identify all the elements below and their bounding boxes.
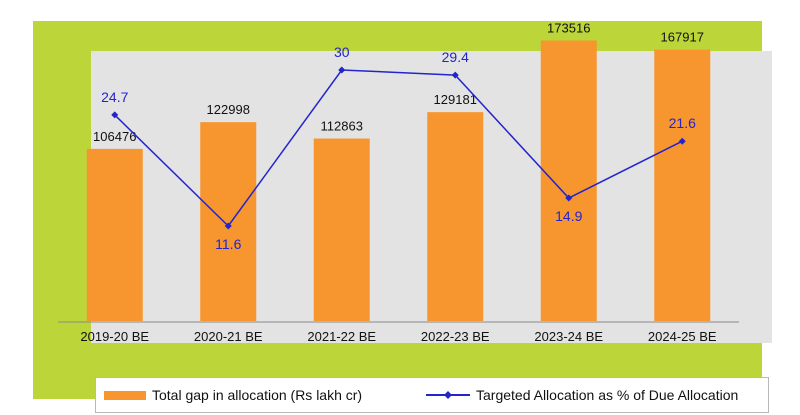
- legend-bar-swatch: [104, 390, 146, 400]
- line-point: [451, 71, 459, 79]
- bar: [540, 40, 597, 321]
- bar-value-label: 167917: [661, 30, 704, 45]
- x-tick-label: 2023-24 BE: [534, 329, 603, 344]
- x-tick-label: 2024-25 BE: [648, 329, 717, 344]
- line-value-label: 24.7: [101, 89, 128, 105]
- bar-value-label: 106476: [93, 129, 136, 144]
- x-tick-label: 2020-21 BE: [194, 329, 263, 344]
- line-point: [565, 194, 573, 202]
- legend-bar-label: Total gap in allocation (Rs lakh cr): [152, 387, 363, 403]
- line-value-label: 21.6: [669, 115, 696, 131]
- x-tick-label: 2019-20 BE: [80, 329, 149, 344]
- bar: [654, 49, 711, 322]
- bar-value-label: 112863: [321, 119, 363, 134]
- line-point: [338, 66, 346, 74]
- line-value-label: 14.9: [555, 208, 582, 224]
- legend-item-bar: Total gap in allocation (Rs lakh cr): [104, 378, 362, 412]
- x-tick-label: 2022-23 BE: [421, 329, 490, 344]
- line-value-label: 29.4: [442, 49, 469, 65]
- legend: Total gap in allocation (Rs lakh cr) Tar…: [95, 377, 769, 413]
- bar-value-label: 129181: [434, 92, 477, 107]
- bar: [427, 112, 484, 322]
- legend-item-line: Targeted Allocation as % of Due Allocati…: [426, 378, 738, 412]
- bar: [200, 122, 257, 322]
- line-point: [111, 111, 119, 119]
- line-value-label: 11.6: [215, 236, 241, 252]
- bar-value-label: 173516: [547, 20, 590, 35]
- line-point: [224, 222, 232, 230]
- legend-line-swatch: [426, 390, 470, 400]
- bar-value-label: 122998: [207, 102, 250, 117]
- bar: [86, 148, 143, 321]
- line-series: [114, 69, 683, 228]
- bar: [313, 138, 370, 321]
- line-point: [678, 137, 686, 145]
- x-tick-label: 2021-22 BE: [307, 329, 376, 344]
- legend-line-label: Targeted Allocation as % of Due Allocati…: [476, 387, 739, 403]
- line-value-label: 30: [334, 44, 350, 60]
